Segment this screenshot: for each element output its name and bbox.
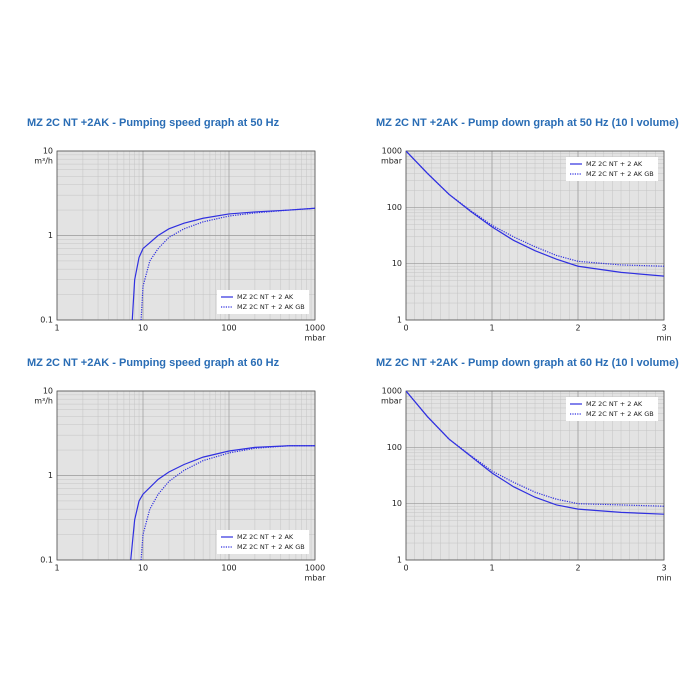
data-line [406, 151, 664, 267]
data-line [130, 445, 315, 560]
legend-label: MZ 2C NT + 2 AK GB [586, 170, 654, 178]
x-tick-label: 100 [221, 324, 236, 333]
x-tick-label: 3 [661, 324, 666, 333]
chart-title: MZ 2C NT +2AK - Pumping speed graph at 5… [27, 117, 280, 129]
data-line [406, 391, 664, 507]
y-axis-label: mbar [381, 157, 403, 166]
x-tick-label: 2 [575, 564, 580, 573]
data-line [140, 445, 315, 560]
plot-border [405, 150, 665, 321]
x-tick-label: 1 [489, 564, 494, 573]
plot-border [56, 150, 316, 321]
data-line [131, 207, 315, 320]
chart: MZ 2C NT +2AK - Pump down graph at 50 Hz… [376, 117, 679, 343]
data-line [406, 391, 664, 515]
x-tick-label: 1 [489, 324, 494, 333]
y-tick-label: 0.1 [40, 316, 53, 325]
x-tick-label: 10 [138, 564, 148, 573]
x-tick-label: 1000 [305, 324, 325, 333]
x-tick-label: 2 [575, 324, 580, 333]
x-tick-label: 3 [661, 564, 666, 573]
legend-label: MZ 2C NT + 2 AK [586, 160, 643, 168]
y-tick-label: 10 [392, 499, 402, 508]
y-tick-label: 1000 [382, 147, 402, 156]
y-tick-label: 100 [387, 203, 402, 212]
y-tick-label: 1000 [382, 387, 402, 396]
y-axis-label: m³/h [34, 157, 53, 166]
legend-label: MZ 2C NT + 2 AK [237, 293, 294, 301]
y-tick-label: 10 [43, 147, 53, 156]
y-tick-label: 0.1 [40, 556, 53, 565]
x-tick-label: 1000 [305, 564, 325, 573]
plot-border [56, 390, 316, 561]
y-axis-label: m³/h [34, 397, 53, 406]
data-line [140, 207, 315, 320]
x-axis-label: mbar [304, 574, 326, 583]
x-axis-label: mbar [304, 334, 326, 343]
y-tick-label: 100 [387, 443, 402, 452]
y-tick-label: 1 [48, 471, 53, 480]
x-tick-label: 10 [138, 324, 148, 333]
chart-title: MZ 2C NT +2AK - Pump down graph at 50 Hz… [376, 117, 679, 129]
legend-label: MZ 2C NT + 2 AK GB [586, 410, 654, 418]
chart-title: MZ 2C NT +2AK - Pumping speed graph at 6… [27, 357, 280, 369]
y-axis-label: mbar [381, 397, 403, 406]
y-tick-label: 10 [43, 387, 53, 396]
y-tick-label: 1 [48, 231, 53, 240]
chart: MZ 2C NT +2AK - Pump down graph at 60 Hz… [376, 357, 679, 583]
legend-box [566, 397, 658, 421]
plot-border [405, 390, 665, 561]
chart: MZ 2C NT +2AK - Pumping speed graph at 5… [27, 117, 326, 343]
x-axis-label: min [656, 574, 671, 583]
y-tick-label: 1 [397, 556, 402, 565]
x-tick-label: 0 [403, 324, 408, 333]
chart: MZ 2C NT +2AK - Pumping speed graph at 6… [27, 357, 326, 583]
legend-box [217, 530, 309, 554]
legend-label: MZ 2C NT + 2 AK [237, 533, 294, 541]
y-tick-label: 1 [397, 316, 402, 325]
x-tick-label: 1 [54, 324, 59, 333]
y-tick-label: 10 [392, 259, 402, 268]
legend-label: MZ 2C NT + 2 AK GB [237, 543, 305, 551]
x-tick-label: 100 [221, 564, 236, 573]
legend-box [566, 157, 658, 181]
legend-box [217, 290, 309, 314]
x-tick-label: 0 [403, 564, 408, 573]
legend-label: MZ 2C NT + 2 AK GB [237, 303, 305, 311]
chart-title: MZ 2C NT +2AK - Pump down graph at 60 Hz… [376, 357, 679, 369]
legend-label: MZ 2C NT + 2 AK [586, 400, 643, 408]
x-tick-label: 1 [54, 564, 59, 573]
x-axis-label: min [656, 334, 671, 343]
